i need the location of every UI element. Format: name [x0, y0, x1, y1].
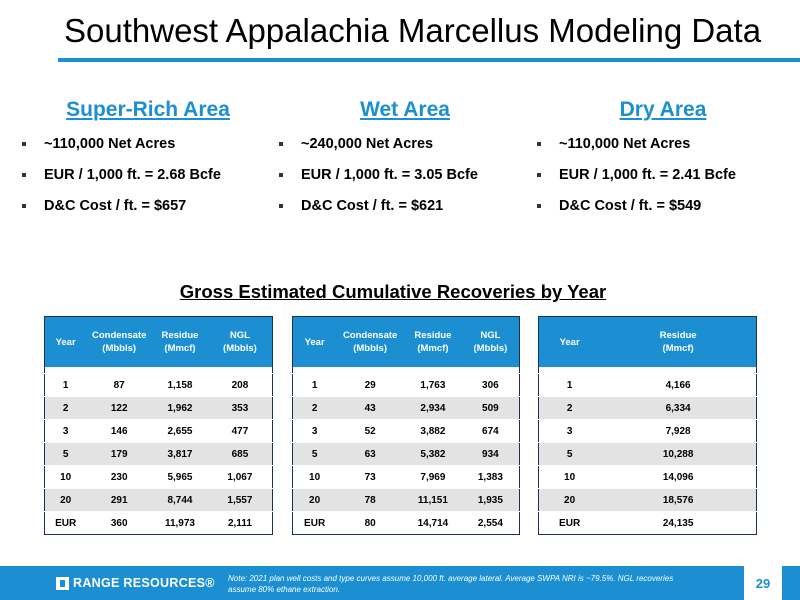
area-bullet-list: ~110,000 Net Acres EUR / 1,000 ft. = 2.6…: [18, 136, 278, 214]
area-bullet: EUR / 1,000 ft. = 2.68 Bcfe: [18, 167, 278, 183]
column-header: Condensate (Mbbls): [336, 316, 405, 367]
table-row: 3 7,928: [538, 419, 757, 443]
logo-mark-icon: [56, 576, 69, 590]
table-row: 20 18,576: [538, 488, 757, 512]
table-row: EUR 360 11,973 2,111: [44, 511, 273, 535]
area-bullet: EUR / 1,000 ft. = 2.41 Bcfe: [533, 167, 793, 183]
column-header: Year: [538, 316, 601, 367]
footnote: Note: 2021 plan well costs and type curv…: [228, 574, 674, 594]
table-row: 5 179 3,817 685: [44, 442, 273, 466]
table-row: 2 122 1,962 353: [44, 396, 273, 420]
table-row: 5 10,288: [538, 442, 757, 466]
column-header: Year: [292, 316, 337, 367]
area-bullet: ~110,000 Net Acres: [18, 136, 278, 152]
wet-recoveries-table: Year Condensate (Mbbls) Residue (Mmcf) NGL…: [292, 316, 520, 535]
table-row: 10 73 7,969 1,383: [292, 465, 520, 489]
super-rich-area-panel: Super-Rich Area ~110,000 Net Acres EUR /…: [18, 98, 278, 229]
super-rich-recoveries-table: Year Condensate (Mbbls) Residue (Mmcf) NGL…: [44, 316, 273, 535]
column-header: NGL (Mbbls): [461, 316, 520, 367]
column-header: NGL (Mbbls): [207, 316, 273, 367]
table-row: 3 52 3,882 674: [292, 419, 520, 443]
table-row: 10 14,096: [538, 465, 757, 489]
area-bullet-list: ~110,000 Net Acres EUR / 1,000 ft. = 2.4…: [533, 136, 793, 214]
wet-area-panel: Wet Area ~240,000 Net Acres EUR / 1,000 …: [275, 98, 535, 229]
area-bullet: ~240,000 Net Acres: [275, 136, 535, 152]
page-number: 29: [755, 576, 771, 591]
table-row: 1 29 1,763 306: [292, 373, 520, 397]
area-bullet: ~110,000 Net Acres: [533, 136, 793, 152]
column-header: Residue (Mmcf): [600, 316, 757, 367]
table-row: EUR 24,135: [538, 511, 757, 535]
logo-text: RANGE RESOURCES®: [73, 576, 215, 590]
page-number-box: [744, 566, 782, 600]
column-header: Residue (Mmcf): [152, 316, 208, 367]
area-bullet: D&C Cost / ft. = $621: [275, 198, 535, 214]
table-row: 2 6,334: [538, 396, 757, 420]
dry-area-panel: Dry Area ~110,000 Net Acres EUR / 1,000 …: [533, 98, 793, 229]
dry-recoveries-table: Year Residue (Mmcf) 1 4,166 2 6,334 3 7,928 …: [538, 316, 757, 535]
area-bullet: D&C Cost / ft. = $549: [533, 198, 793, 214]
area-heading: Wet Area: [360, 98, 450, 121]
table-row: 20 78 11,151 1,935: [292, 488, 520, 512]
table-row: 5 63 5,382 934: [292, 442, 520, 466]
decorative-stripe: [793, 566, 796, 600]
table-row: 10 230 5,965 1,067: [44, 465, 273, 489]
table-row: 2 43 2,934 509: [292, 396, 520, 420]
range-resources-logo: RANGE RESOURCES®: [56, 575, 215, 591]
table-row: 1 4,166: [538, 373, 757, 397]
title-divider: [58, 58, 800, 62]
page-title: Southwest Appalachia Marcellus Modeling …: [64, 12, 762, 49]
table-row: 1 87 1,158 208: [44, 373, 273, 397]
table-row: EUR 80 14,714 2,554: [292, 511, 520, 535]
decorative-stripe: [786, 566, 789, 600]
section-title: Gross Estimated Cumulative Recoveries by…: [179, 281, 607, 302]
area-bullet: D&C Cost / ft. = $657: [18, 198, 278, 214]
area-heading: Dry Area: [619, 98, 707, 121]
column-header: Residue (Mmcf): [404, 316, 462, 367]
area-bullet: EUR / 1,000 ft. = 3.05 Bcfe: [275, 167, 535, 183]
table-row: 3 146 2,655 477: [44, 419, 273, 443]
area-bullet-list: ~240,000 Net Acres EUR / 1,000 ft. = 3.0…: [275, 136, 535, 214]
column-header: Year: [44, 316, 87, 367]
column-header: Condensate (Mbbls): [86, 316, 153, 367]
footer-bar: [0, 566, 800, 600]
area-heading: Super-Rich Area: [66, 98, 230, 121]
table-row: 20 291 8,744 1,557: [44, 488, 273, 512]
